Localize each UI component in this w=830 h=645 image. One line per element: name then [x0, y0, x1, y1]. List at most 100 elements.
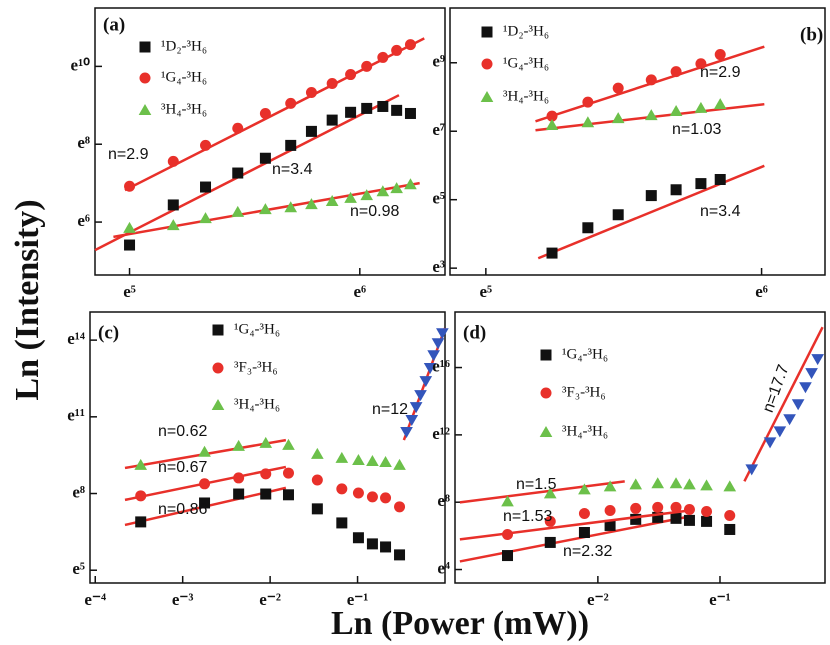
panel-label: (d) — [463, 322, 486, 343]
marker — [138, 103, 152, 115]
marker — [259, 203, 272, 215]
marker — [544, 536, 556, 548]
marker — [124, 239, 136, 251]
marker — [773, 426, 787, 438]
marker — [233, 472, 245, 484]
marker — [352, 453, 365, 465]
marker — [582, 222, 594, 234]
marker — [232, 167, 244, 179]
panel-label: (c) — [98, 322, 119, 343]
marker — [231, 205, 245, 217]
fit-line — [537, 164, 765, 260]
marker — [259, 152, 271, 164]
marker — [683, 478, 696, 490]
marker — [694, 101, 708, 113]
annotation: n=1.03 — [672, 121, 721, 138]
marker — [540, 349, 552, 361]
marker — [405, 414, 419, 426]
marker — [700, 479, 713, 491]
marker — [199, 478, 211, 490]
marker — [211, 398, 225, 410]
y-axis-label: Ln (Intensity) — [9, 199, 46, 400]
marker — [233, 488, 245, 500]
marker — [695, 58, 707, 70]
marker — [724, 523, 736, 535]
legend-label: ¹D₂-³H₆ — [503, 23, 549, 39]
marker — [714, 173, 726, 185]
marker — [200, 181, 212, 193]
marker — [366, 538, 378, 550]
marker — [200, 139, 212, 151]
marker — [713, 98, 727, 110]
marker — [360, 189, 374, 201]
marker — [366, 491, 378, 503]
x-tick-label: e⁻³ — [172, 590, 194, 609]
marker — [604, 519, 616, 531]
marker — [284, 201, 298, 213]
marker — [695, 178, 707, 190]
marker — [400, 426, 413, 438]
marker — [134, 458, 148, 470]
marker — [578, 483, 591, 495]
y-tick-label: e¹⁶ — [432, 356, 450, 375]
legend-label: ³F₃-³H₆ — [234, 359, 278, 375]
marker — [763, 437, 777, 449]
marker — [701, 505, 713, 517]
marker — [305, 198, 318, 210]
marker — [379, 456, 392, 468]
marker — [199, 497, 211, 509]
marker — [212, 324, 224, 336]
marker — [212, 362, 224, 374]
x-tick-label: e⁶ — [755, 282, 768, 301]
annotation: n=3.4 — [700, 203, 741, 220]
x-tick-label: e⁻⁴ — [84, 590, 106, 609]
legend-label: ¹G₄-³H₆ — [161, 69, 207, 85]
marker — [669, 104, 683, 116]
marker — [282, 467, 294, 479]
x-tick-label: e⁻² — [259, 590, 281, 609]
legend-label: ¹G₄-³H₆ — [562, 346, 608, 362]
marker — [282, 438, 295, 450]
annotation: n=1.53 — [503, 508, 552, 525]
legend-label: ³H₄-³H₆ — [562, 423, 608, 439]
marker — [135, 490, 147, 502]
marker — [611, 112, 625, 124]
marker — [376, 185, 390, 197]
marker — [683, 503, 695, 515]
legend-label: ³F₃-³H₆ — [562, 384, 606, 400]
marker — [431, 338, 445, 350]
marker — [630, 502, 642, 514]
marker — [352, 532, 364, 544]
legend-label: ¹D₂-³H₆ — [161, 38, 207, 54]
marker — [436, 328, 449, 340]
marker — [670, 66, 682, 78]
marker — [311, 503, 323, 515]
y-tick-label: e⁵ — [432, 189, 445, 208]
marker — [135, 516, 147, 528]
marker — [612, 209, 624, 221]
plot-frame — [449, 7, 826, 276]
marker — [745, 464, 759, 476]
marker — [811, 354, 824, 366]
marker — [366, 455, 379, 466]
panel-label: (a) — [103, 14, 125, 35]
marker — [335, 451, 349, 463]
x-tick-label: e⁶ — [353, 282, 366, 301]
marker — [546, 247, 558, 259]
legend-label: ³H₄-³H₆ — [234, 396, 280, 412]
legend-label: ¹G₄-³H₆ — [234, 321, 280, 337]
marker — [394, 549, 406, 561]
y-tick-label: e¹⁴ — [67, 329, 85, 348]
annotation: n=0.67 — [158, 459, 207, 476]
marker — [305, 86, 317, 98]
x-tick-label: e⁵ — [480, 282, 493, 301]
marker — [361, 60, 373, 72]
panel-label: (b) — [800, 24, 823, 45]
x-tick-label: e⁵ — [123, 282, 136, 301]
marker — [414, 390, 427, 402]
marker — [723, 480, 737, 492]
y-tick-label: e⁷ — [432, 120, 445, 139]
marker — [311, 474, 323, 486]
marker — [325, 194, 339, 206]
